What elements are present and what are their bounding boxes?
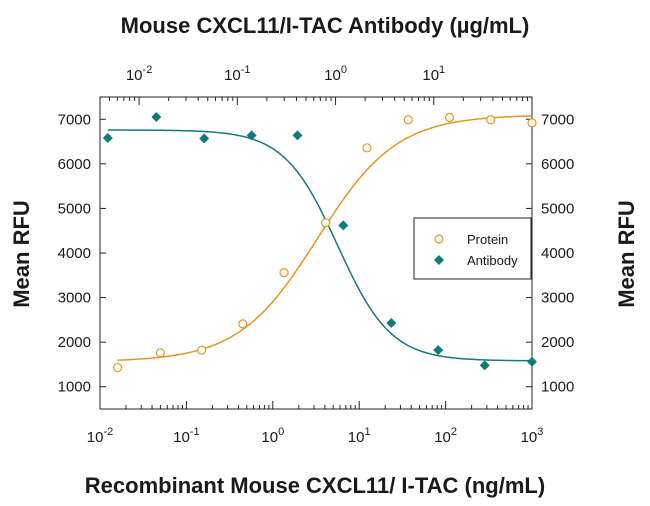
point-antibody: [246, 130, 257, 141]
point-antibody: [386, 317, 397, 328]
point-protein: [279, 268, 289, 278]
y-tick-label-left: 7000: [58, 111, 91, 128]
y-tick-label-right: 5000: [541, 200, 574, 217]
tick-layer: 1000 1000 2000 2000 3000 3000 4000 4000 5000 5000…: [58, 64, 575, 446]
point-protein: [238, 319, 248, 329]
y-tick-label-left: 1000: [58, 379, 91, 396]
y-tick-label-right: 7000: [541, 111, 574, 128]
y-tick-label-right: 6000: [541, 156, 574, 173]
y-tick-label-left: 4000: [58, 245, 91, 262]
top-tick-label: 101: [422, 64, 445, 84]
legend-antibody-marker: [434, 255, 444, 265]
legend-antibody-label: Antibody: [467, 253, 518, 268]
point-antibody: [433, 345, 444, 356]
point-protein: [197, 345, 207, 355]
x-tick-label: 102: [434, 426, 457, 446]
point-protein: [155, 348, 165, 358]
point-antibody: [338, 220, 349, 231]
point-protein: [403, 115, 413, 125]
fit-curve-antibody: [107, 129, 533, 362]
point-protein: [321, 218, 331, 228]
point-antibody: [527, 356, 537, 367]
legend: Protein Antibody: [413, 217, 532, 280]
legend-box: [413, 217, 532, 280]
point-protein: [113, 362, 123, 373]
y-tick-label-left: 2000: [58, 334, 91, 351]
top-tick-label: 10-2: [126, 64, 152, 84]
point-protein: [527, 118, 537, 128]
y-tick-label-right: 4000: [541, 245, 574, 262]
y-tick-label-right: 1000: [541, 379, 574, 396]
x-axis-label: Recombinant Mouse CXCL11/ I-TAC (ng/mL): [85, 473, 545, 498]
point-antibody: [199, 133, 210, 144]
point-protein: [444, 112, 455, 123]
legend-protein-label: Protein: [467, 232, 508, 247]
legend-protein-marker: [434, 234, 444, 244]
point-protein: [486, 115, 496, 125]
x-tick-label: 103: [521, 426, 544, 446]
x-tick-label: 101: [348, 426, 371, 446]
data-points: [102, 112, 537, 373]
x-tick-label: 100: [261, 426, 284, 446]
x-tick-label: 10-1: [173, 426, 199, 446]
top-tick-label: 100: [324, 64, 347, 84]
y-tick-label-left: 5000: [58, 200, 91, 217]
y-axis-label-right: Mean RFU: [614, 200, 639, 308]
point-antibody: [292, 130, 303, 141]
top-tick-label: 10-1: [224, 64, 250, 84]
y-tick-label-left: 6000: [58, 156, 91, 173]
point-protein: [362, 143, 372, 153]
y-axis-label-left: Mean RFU: [9, 200, 34, 308]
point-antibody: [151, 112, 162, 123]
y-tick-label-right: 3000: [541, 290, 574, 307]
point-antibody: [479, 360, 490, 371]
point-antibody: [102, 133, 113, 144]
y-tick-label-right: 2000: [541, 334, 574, 351]
chart-title: Mouse CXCL11/I-TAC Antibody (µg/mL): [121, 13, 530, 38]
y-tick-label-left: 3000: [58, 290, 91, 307]
x-tick-label: 10-2: [87, 426, 113, 446]
